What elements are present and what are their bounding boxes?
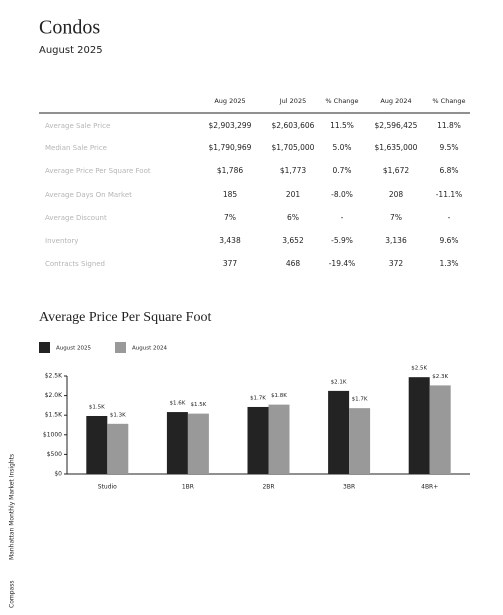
table-cell: 3,438 (219, 236, 241, 245)
bar-value-label: $1.8K (271, 393, 287, 399)
table-cell: 9.5% (439, 143, 458, 152)
table-cell: 208 (389, 190, 404, 199)
table-cell: $1,672 (383, 166, 409, 175)
bar-value-label: $1.5K (89, 404, 105, 410)
x-tick-label: 4BR+ (421, 484, 438, 491)
bar-value-label: $1.6K (169, 401, 185, 407)
table-cell: 3,136 (385, 236, 407, 245)
row-label: Average Days On Market (45, 191, 132, 199)
table-cell: $1,773 (280, 166, 306, 175)
row-label: Contracts Signed (45, 260, 105, 268)
chart-title: Average Price Per Square Foot (39, 310, 211, 325)
row-label: Average Price Per Square Foot (45, 167, 151, 175)
bar-value-label: $1.7K (352, 397, 368, 403)
bar (349, 408, 371, 474)
bar (268, 404, 290, 474)
bar (166, 412, 188, 474)
table-cell: $1,705,000 (272, 143, 315, 152)
y-tick-label: $0 (54, 471, 62, 478)
table-cell: 372 (389, 259, 404, 268)
table-cell: 7% (390, 213, 402, 222)
y-tick-label: $500 (47, 451, 62, 458)
content: Aug 2025 Jul 2025 % Change Aug 2024 % Change… (39, 97, 470, 491)
table-cell: -19.4% (329, 259, 356, 268)
bar-value-label: $1.7K (250, 395, 266, 401)
table-cell: -8.0% (331, 190, 353, 199)
table-cell: 468 (286, 259, 301, 268)
table-cell: -5.9% (331, 236, 353, 245)
row-label: Median Sale Price (45, 144, 107, 152)
table-cell: $1,790,969 (209, 143, 252, 152)
table-cell: 6% (287, 213, 299, 222)
sidebar-brand: Compass (9, 581, 16, 608)
y-tick-label: $1.5K (45, 412, 63, 419)
y-tick-label: $2.5K (45, 373, 63, 380)
legend-swatch (115, 342, 126, 353)
bar-value-label: $2.1K (331, 379, 347, 385)
table-header: Aug 2024 (380, 97, 411, 105)
row-label: Inventory (45, 237, 78, 245)
x-tick-label: 2BR (262, 484, 274, 491)
table-cell: 201 (286, 190, 301, 199)
bar (187, 413, 209, 474)
table-cell: 6.8% (439, 166, 458, 175)
page-title: Condos (39, 17, 100, 39)
bar (107, 423, 129, 474)
table-header: Jul 2025 (279, 97, 306, 105)
bar (408, 377, 430, 474)
table-header: % Change (432, 97, 465, 105)
table-cell: -11.1% (436, 190, 463, 199)
table-cell: $1,635,000 (375, 143, 418, 152)
table-header: Aug 2025 (214, 97, 245, 105)
row-label: Average Sale Price (45, 122, 110, 130)
bar-value-label: $1.3K (110, 412, 126, 418)
x-tick-label: Studio (98, 484, 117, 491)
page-subtitle: August 2025 (39, 45, 103, 56)
bar-value-label: $2.3K (432, 374, 448, 380)
table-header: % Change (325, 97, 358, 105)
legend-swatch (39, 342, 50, 353)
bar (86, 415, 108, 474)
row-label: Average Discount (45, 214, 107, 222)
y-tick-label: $2.0K (45, 392, 63, 399)
table-cell: 11.5% (330, 121, 354, 130)
table-cell: 7% (224, 213, 236, 222)
legend-label: August 2025 (56, 346, 91, 352)
table-cell: 3,652 (282, 236, 304, 245)
x-tick-label: 3BR (343, 484, 355, 491)
table-cell: $2,596,425 (375, 121, 418, 130)
table-cell: - (341, 213, 344, 222)
table-cell: 185 (223, 190, 238, 199)
table-cell: 1.3% (439, 259, 458, 268)
y-tick-label: $1000 (43, 431, 62, 438)
bar-value-label: $2.5K (411, 366, 427, 372)
table-cell: 11.8% (437, 121, 461, 130)
bar (429, 385, 451, 474)
table-cell: $2,903,299 (209, 121, 252, 130)
table-cell: $2,603,606 (272, 121, 315, 130)
table-cell: $1,786 (217, 166, 243, 175)
table-cell: - (448, 213, 451, 222)
table-cell: 377 (223, 259, 238, 268)
table-cell: 9.6% (439, 236, 458, 245)
sidebar-series: Manhattan Monthly Market Insights (9, 454, 16, 560)
bar (247, 406, 269, 474)
table-cell: 5.0% (332, 143, 351, 152)
x-tick-label: 1BR (182, 484, 194, 491)
legend-label: August 2024 (132, 346, 167, 352)
bar-value-label: $1.5K (190, 402, 206, 408)
bar (328, 390, 350, 474)
table-cell: 0.7% (332, 166, 351, 175)
